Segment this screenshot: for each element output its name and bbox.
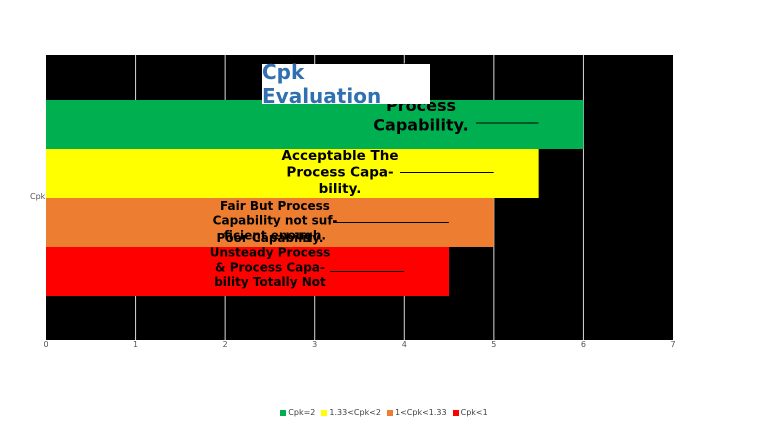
bar-label-3: Fair But Process Capability not suf-ficie…: [213, 199, 338, 242]
legend-swatch: [321, 409, 328, 416]
bar-2: [46, 149, 539, 198]
x-axis-ticks: 0 1 2 3 4 5 6 7: [43, 340, 675, 349]
chart-title: Cpk Evaluation: [262, 60, 382, 108]
legend-item-1: Cpk=2: [280, 408, 315, 417]
legend-swatch: [280, 409, 287, 416]
x-tick-label: 5: [491, 340, 496, 349]
bar-label-2: Acceptable The Process Capa-bility.: [282, 148, 399, 197]
x-tick-label: 3: [312, 340, 317, 349]
bar-1: [46, 100, 584, 149]
legend-item-4: Cpk<1: [452, 408, 488, 417]
x-tick-label: 0: [43, 340, 48, 349]
x-tick-label: 2: [223, 340, 228, 349]
legend-label: Cpk<1: [460, 408, 488, 417]
legend: Cpk=2 1.33<Cpk<2 1<Cpk<1.33 Cpk<1: [0, 408, 768, 417]
legend-item-2: 1.33<Cpk<2: [321, 408, 381, 417]
category-label: Cpk: [30, 192, 46, 201]
legend-label: 1.33<Cpk<2: [329, 408, 381, 417]
label-leader-lines: [330, 122, 539, 272]
x-tick-label: 6: [581, 340, 586, 349]
bar-label-4: Poor Capability. Unsteady Process & Proces…: [210, 231, 331, 289]
legend-item-3: 1<Cpk<1.33: [387, 408, 447, 417]
x-tick-label: 1: [133, 340, 138, 349]
legend-swatch: [452, 409, 459, 416]
x-tick-label: 7: [670, 340, 675, 349]
legend-swatch: [387, 409, 393, 416]
bar-labels: ProcessCapabilityAcceptedTheProcessCapab…: [210, 55, 469, 289]
chart-title-box: Cpk Evaluation: [262, 60, 430, 108]
legend-label: Cpk=2: [288, 408, 316, 417]
x-tick-label: 4: [402, 340, 407, 349]
legend-label: 1<Cpk<1.33: [395, 408, 447, 417]
